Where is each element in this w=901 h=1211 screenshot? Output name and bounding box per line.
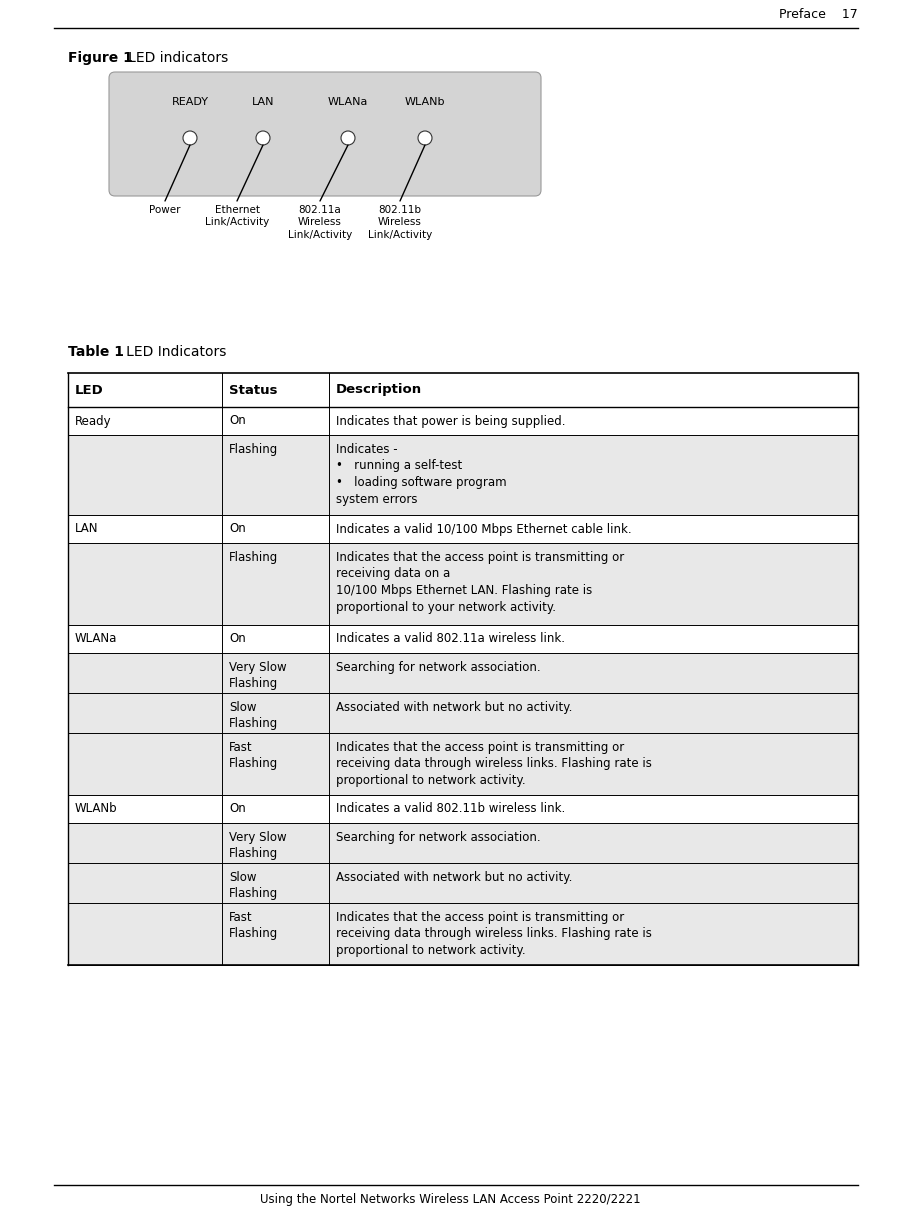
Text: 802.11b
Wireless
Link/Activity: 802.11b Wireless Link/Activity xyxy=(368,205,432,240)
Text: Ready: Ready xyxy=(75,414,112,427)
Circle shape xyxy=(256,131,270,145)
Text: Flashing: Flashing xyxy=(229,551,278,564)
Text: Power: Power xyxy=(150,205,181,216)
Bar xyxy=(68,625,858,653)
Bar xyxy=(68,435,858,515)
Text: Fast
Flashing: Fast Flashing xyxy=(229,911,278,941)
Bar xyxy=(68,823,858,863)
Circle shape xyxy=(183,131,197,145)
Text: Ethernet
Link/Activity: Ethernet Link/Activity xyxy=(205,205,269,228)
Text: Table 1: Table 1 xyxy=(68,345,124,358)
Text: Indicates -
•   running a self-test
•   loading software program
system errors: Indicates - • running a self-test • load… xyxy=(336,443,506,505)
Text: On: On xyxy=(229,632,246,645)
Bar xyxy=(68,733,858,794)
Text: Figure 1: Figure 1 xyxy=(68,51,132,65)
Bar xyxy=(68,653,858,693)
Text: Flashing: Flashing xyxy=(229,443,278,457)
Text: Description: Description xyxy=(336,384,422,396)
Text: Indicates that the access point is transmitting or
receiving data through wirele: Indicates that the access point is trans… xyxy=(336,741,651,787)
Text: WLANa: WLANa xyxy=(328,97,369,107)
Text: Associated with network but no activity.: Associated with network but no activity. xyxy=(336,701,572,714)
Text: Indicates a valid 802.11b wireless link.: Indicates a valid 802.11b wireless link. xyxy=(336,803,565,815)
Text: On: On xyxy=(229,414,246,427)
Bar xyxy=(68,693,858,733)
Text: Preface    17: Preface 17 xyxy=(779,7,858,21)
Text: LAN: LAN xyxy=(75,522,98,535)
Text: Indicates that power is being supplied.: Indicates that power is being supplied. xyxy=(336,414,565,427)
Text: Associated with network but no activity.: Associated with network but no activity. xyxy=(336,871,572,884)
Text: On: On xyxy=(229,803,246,815)
Text: Slow
Flashing: Slow Flashing xyxy=(229,871,278,901)
Bar xyxy=(68,543,858,625)
Text: WLANb: WLANb xyxy=(75,803,118,815)
Bar xyxy=(68,515,858,543)
Text: On: On xyxy=(229,522,246,535)
Text: Fast
Flashing: Fast Flashing xyxy=(229,741,278,770)
Text: LAN: LAN xyxy=(251,97,274,107)
FancyBboxPatch shape xyxy=(109,71,541,196)
Bar xyxy=(68,407,858,435)
Text: Using the Nortel Networks Wireless LAN Access Point 2220/2221: Using the Nortel Networks Wireless LAN A… xyxy=(259,1194,641,1206)
Bar xyxy=(68,794,858,823)
Text: 802.11a
Wireless
Link/Activity: 802.11a Wireless Link/Activity xyxy=(288,205,352,240)
Text: Indicates that the access point is transmitting or
receiving data on a
10/100 Mb: Indicates that the access point is trans… xyxy=(336,551,624,614)
Text: Searching for network association.: Searching for network association. xyxy=(336,661,541,675)
Text: Status: Status xyxy=(229,384,278,396)
Circle shape xyxy=(418,131,432,145)
Text: Searching for network association.: Searching for network association. xyxy=(336,831,541,844)
Text: WLANa: WLANa xyxy=(75,632,117,645)
Text: Indicates a valid 802.11a wireless link.: Indicates a valid 802.11a wireless link. xyxy=(336,632,565,645)
Bar xyxy=(68,863,858,903)
Circle shape xyxy=(341,131,355,145)
Text: LED Indicators: LED Indicators xyxy=(113,345,226,358)
Bar xyxy=(68,373,858,407)
Text: LED: LED xyxy=(75,384,104,396)
Text: Indicates a valid 10/100 Mbps Ethernet cable link.: Indicates a valid 10/100 Mbps Ethernet c… xyxy=(336,522,632,535)
Text: Indicates that the access point is transmitting or
receiving data through wirele: Indicates that the access point is trans… xyxy=(336,911,651,957)
Bar xyxy=(68,903,858,965)
Text: READY: READY xyxy=(171,97,208,107)
Text: Very Slow
Flashing: Very Slow Flashing xyxy=(229,661,287,690)
Text: Slow
Flashing: Slow Flashing xyxy=(229,701,278,730)
Text: LED indicators: LED indicators xyxy=(115,51,228,65)
Text: Very Slow
Flashing: Very Slow Flashing xyxy=(229,831,287,861)
Text: WLANb: WLANb xyxy=(405,97,445,107)
